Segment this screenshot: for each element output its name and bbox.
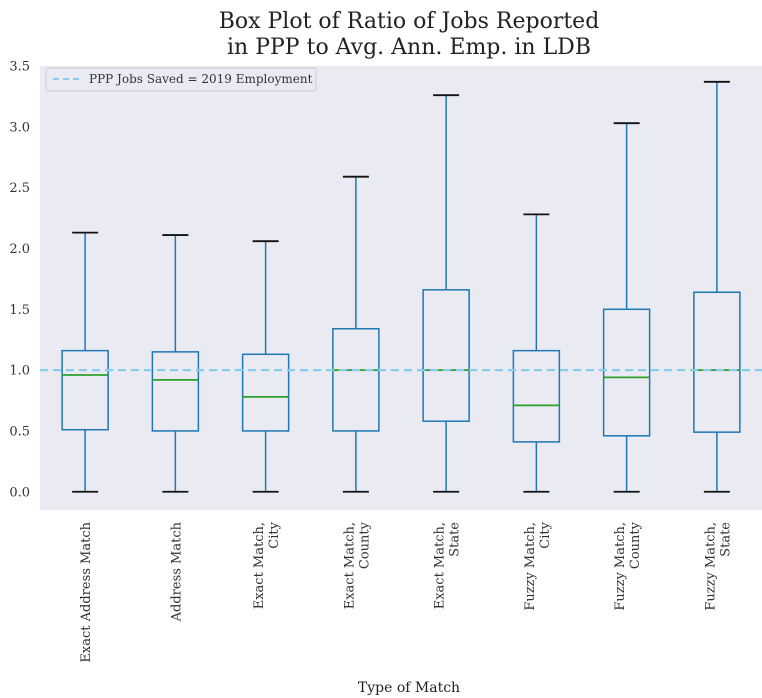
y-tick-label: 0.0 bbox=[9, 485, 30, 500]
x-tick-label-line: Fuzzy Match, bbox=[703, 522, 718, 611]
x-tick-label: Fuzzy Match,County bbox=[613, 521, 643, 610]
plot-area bbox=[40, 66, 762, 510]
legend-label: PPP Jobs Saved = 2019 Employment bbox=[89, 72, 313, 86]
x-tick-label-line: Exact Match, bbox=[342, 522, 357, 609]
y-tick-label: 0.5 bbox=[9, 424, 30, 439]
box-group bbox=[61, 231, 109, 493]
x-tick-label-line: Exact Match, bbox=[252, 522, 267, 609]
x-tick-label: Fuzzy Match,City bbox=[523, 521, 553, 610]
iqr-box bbox=[151, 351, 200, 432]
chart-marks bbox=[40, 80, 762, 493]
x-tick-label-line: State bbox=[448, 522, 463, 557]
x-tick-label-line: County bbox=[357, 521, 372, 569]
iqr-box bbox=[602, 308, 651, 437]
x-tick-label-line: City bbox=[538, 521, 553, 548]
chart-title-line-2: in PPP to Avg. Ann. Emp. in LDB bbox=[227, 35, 591, 60]
x-tick-label-line: State bbox=[718, 522, 733, 557]
y-tick-label: 2.5 bbox=[9, 181, 30, 196]
x-tick-label: Exact Match,City bbox=[252, 521, 282, 609]
x-axis: Exact Address Match Address Match Exact Ma… bbox=[79, 521, 733, 662]
y-tick-label: 1.5 bbox=[9, 303, 30, 318]
iqr-box bbox=[61, 349, 109, 431]
x-tick-label: Address Match bbox=[169, 521, 184, 622]
legend-box bbox=[45, 67, 317, 92]
iqr-box bbox=[332, 328, 380, 432]
x-tick-label-line: Exact Address Match bbox=[79, 521, 94, 662]
x-tick-label-line: City bbox=[267, 521, 282, 548]
chart-title-line-1: Box Plot of Ratio of Jobs Reported bbox=[219, 9, 600, 34]
x-tick-label-line: Exact Match, bbox=[433, 522, 448, 609]
box-group bbox=[512, 213, 561, 493]
x-tick-label-line: County bbox=[628, 521, 643, 569]
iqr-box bbox=[241, 353, 290, 432]
x-tick-label-line: Fuzzy Match, bbox=[613, 522, 628, 611]
x-axis-label: Type of Match bbox=[358, 680, 460, 696]
iqr-box bbox=[422, 289, 470, 422]
x-tick-label: Exact Match,State bbox=[433, 522, 463, 610]
x-tick-label-line: Fuzzy Match, bbox=[523, 522, 538, 611]
iqr-box bbox=[512, 349, 561, 443]
y-tick-label: 1.0 bbox=[9, 364, 30, 379]
y-axis: 0.0 0.5 1.0 1.5 2.0 2.5 3.0 3.5 bbox=[9, 60, 30, 501]
x-tick-label: Fuzzy Match,State bbox=[703, 522, 733, 611]
box-group bbox=[422, 94, 470, 493]
y-tick-label: 3.0 bbox=[9, 120, 30, 135]
box-group bbox=[241, 240, 290, 493]
box-group bbox=[151, 234, 200, 493]
x-tick-label: Exact Match,County bbox=[342, 521, 372, 609]
y-tick-label: 2.0 bbox=[9, 242, 30, 257]
x-tick-label-line: Address Match bbox=[169, 521, 184, 622]
y-tick-label: 3.5 bbox=[9, 60, 30, 75]
iqr-box bbox=[693, 291, 741, 433]
x-tick-label: Exact Address Match bbox=[79, 521, 94, 662]
box-group bbox=[602, 122, 651, 493]
legend: PPP Jobs Saved = 2019 Employment bbox=[45, 67, 317, 92]
